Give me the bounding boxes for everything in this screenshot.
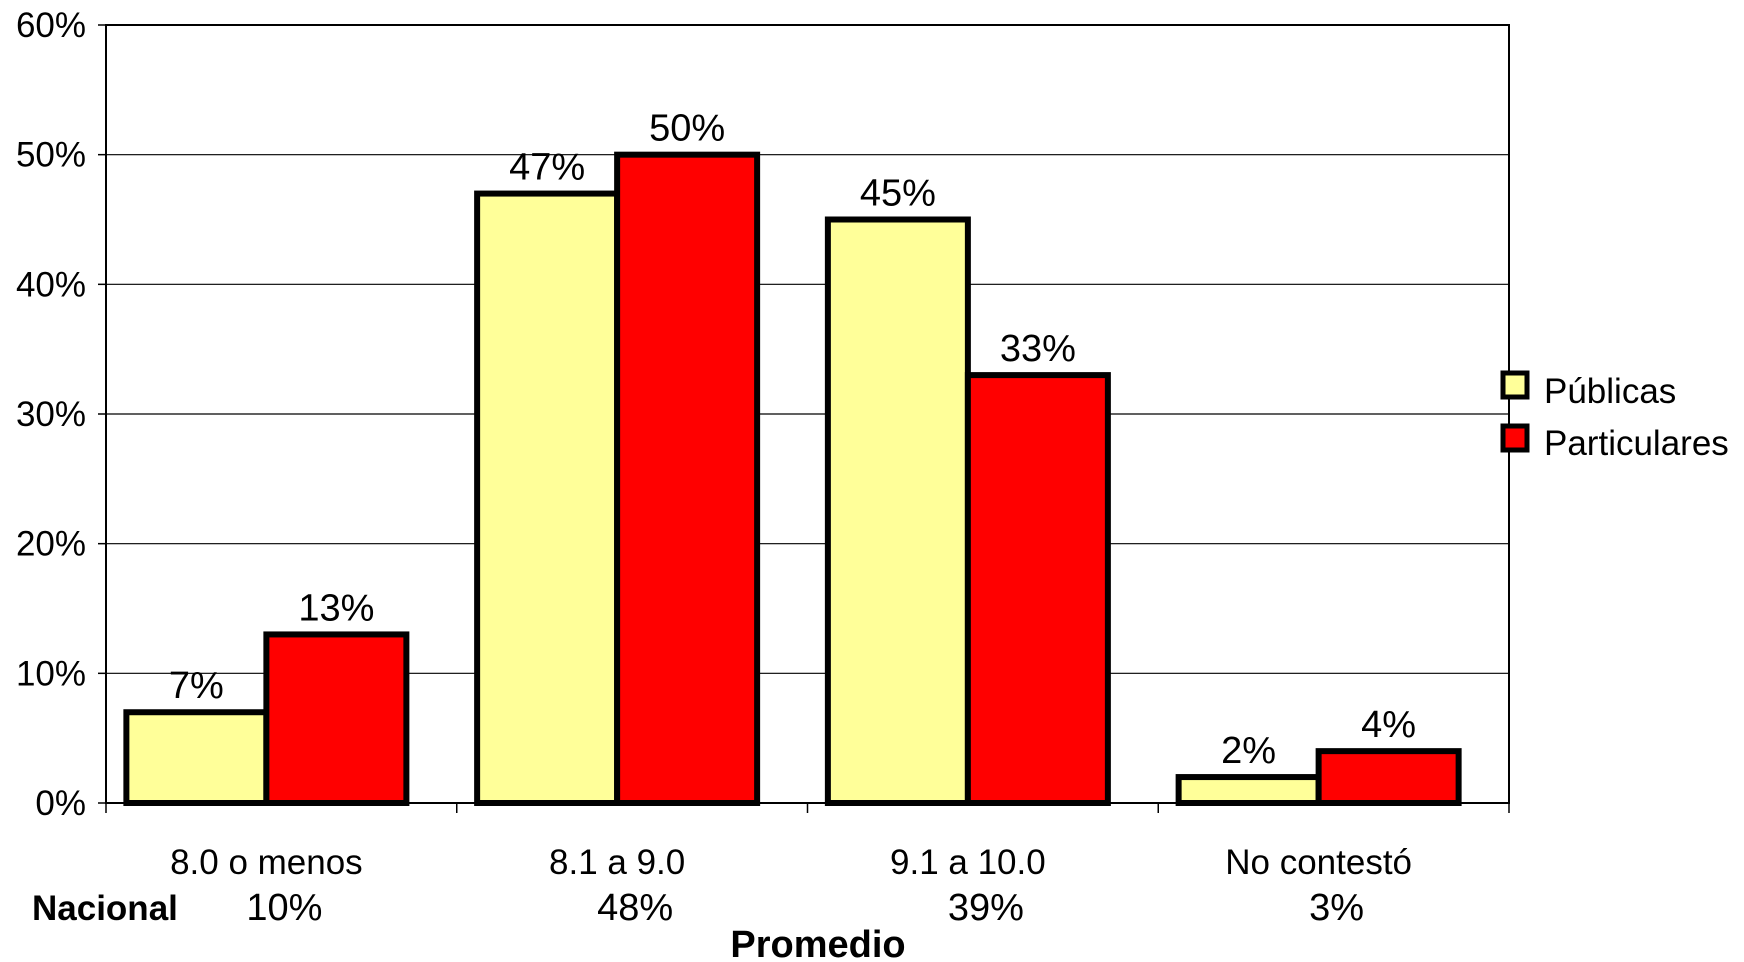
nacional-value: 10% xyxy=(246,887,322,929)
bar-particulares xyxy=(263,631,410,807)
nacional-value: 3% xyxy=(1309,887,1364,929)
data-label: 4% xyxy=(1361,704,1416,746)
data-label: 50% xyxy=(649,108,725,150)
nacional-values: 10% 48% 39% 3% xyxy=(246,887,1364,929)
y-tick-label: 50% xyxy=(16,136,86,175)
bar-publicas xyxy=(1175,774,1322,806)
y-tick-label: 0% xyxy=(35,784,86,823)
data-labels: 7% 13% 47% 50% 45% 33% 2% 4% xyxy=(169,108,1416,772)
bar-publicas xyxy=(474,190,621,807)
y-tick-label: 60% xyxy=(16,6,86,45)
y-tick-label: 10% xyxy=(16,654,86,693)
y-axis: 0% 10% 20% 30% 40% 50% 60% xyxy=(16,6,106,823)
x-tick-label: 9.1 a 10.0 xyxy=(890,843,1046,882)
x-tick-label: No contestó xyxy=(1225,843,1412,882)
legend-label-publicas: Públicas xyxy=(1544,372,1676,411)
x-tick-label: 8.1 a 9.0 xyxy=(549,843,685,882)
data-label: 13% xyxy=(298,587,374,629)
x-axis-title: Promedio xyxy=(730,924,905,962)
nacional-label: Nacional xyxy=(32,889,178,928)
x-tick-label: 8.0 o menos xyxy=(170,843,363,882)
legend-label-particulares: Particulares xyxy=(1544,424,1729,463)
gridlines xyxy=(106,154,1509,674)
nacional-value: 39% xyxy=(948,887,1024,929)
bar-particulares xyxy=(964,372,1111,806)
y-tick-label: 40% xyxy=(16,265,86,304)
nacional-value: 48% xyxy=(597,887,673,929)
data-label: 2% xyxy=(1221,730,1276,772)
data-label: 45% xyxy=(860,173,936,215)
bar-publicas xyxy=(123,709,270,807)
y-tick-label: 30% xyxy=(16,395,86,434)
data-label: 33% xyxy=(1000,328,1076,370)
bar-publicas xyxy=(824,216,971,806)
legend-swatch-particulares xyxy=(1500,423,1530,453)
bars xyxy=(123,151,1462,807)
y-tick-label: 20% xyxy=(16,525,86,564)
data-label: 47% xyxy=(509,147,585,189)
data-label: 7% xyxy=(169,665,224,707)
legend: Públicas Particulares xyxy=(1500,370,1729,463)
bar-particulares xyxy=(614,151,761,806)
legend-swatch-publicas xyxy=(1500,370,1530,400)
bar-particulares xyxy=(1315,748,1462,807)
x-axis: 8.0 o menos 8.1 a 9.0 9.1 a 10.0 No contest… xyxy=(105,803,1510,882)
